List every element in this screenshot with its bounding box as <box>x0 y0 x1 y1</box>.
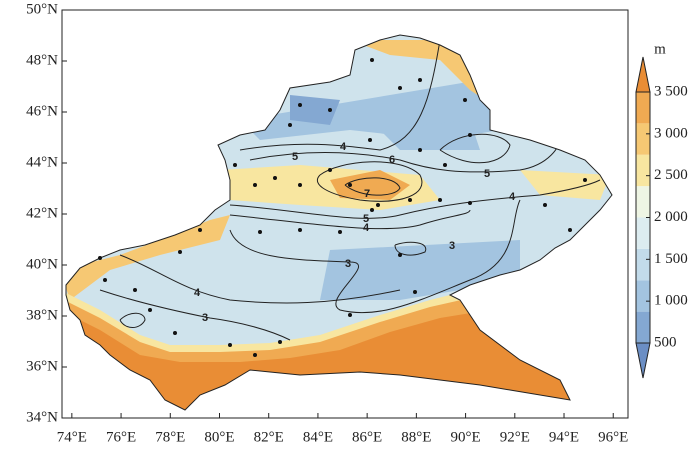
contour-label: 7 <box>364 188 370 200</box>
colorbar-segment <box>636 123 650 155</box>
contour-label: 5 <box>292 151 298 163</box>
colorbar-segment <box>636 311 650 343</box>
contour-label: 4 <box>194 287 201 299</box>
x-tick-label: 88°E <box>401 429 431 445</box>
x-tick-label: 96°E <box>598 429 628 445</box>
colorbar-unit: m <box>654 41 666 57</box>
y-tick-label: 44°N <box>26 154 58 170</box>
y-tick-label: 50°N <box>26 1 58 17</box>
colorbar-tick-label: 1 500 <box>654 251 688 267</box>
colorbar-segment <box>636 154 650 187</box>
colorbar-tick-label: 1 000 <box>654 293 688 309</box>
colorbar-segment <box>636 248 650 281</box>
contour-label: 5 <box>363 213 369 225</box>
x-tick-label: 94°E <box>549 429 579 445</box>
colorbar-extend-low <box>635 342 651 379</box>
contour-label: 4 <box>363 222 370 234</box>
stations <box>98 58 587 357</box>
x-tick-label: 86°E <box>352 429 382 445</box>
x-tick-label: 76°E <box>106 429 136 445</box>
contour-label: 3 <box>345 258 351 270</box>
colorbar-tick-label: 500 <box>654 334 677 350</box>
x-tick-label: 82°E <box>254 429 284 445</box>
x-tick-label: 78°E <box>155 429 185 445</box>
y-tick-label: 46°N <box>26 103 58 119</box>
contour-labels: 4 5 6 7 5 4 5 4 3 3 4 3 <box>194 141 516 324</box>
colorbar-tick-label: 2 000 <box>654 209 688 225</box>
contours <box>99 39 601 341</box>
contour-label: 3 <box>202 312 208 324</box>
x-tick-label: 90°E <box>450 429 480 445</box>
contour-label: 3 <box>449 240 455 252</box>
y-tick-label: 38°N <box>26 307 58 323</box>
colorbar-segment <box>636 186 650 218</box>
contour-label: 5 <box>484 168 490 180</box>
x-tick-label: 92°E <box>500 429 530 445</box>
y-tick-label: 40°N <box>26 256 58 272</box>
colorbar-segment <box>636 280 650 312</box>
colorbar-tick-label: 2 500 <box>654 167 688 183</box>
colorbar-segment <box>636 217 650 249</box>
y-tick-label: 34°N <box>26 409 58 425</box>
y-tick-label: 36°N <box>26 358 58 374</box>
x-tick-label: 74°E <box>57 429 87 445</box>
y-tick-label: 48°N <box>26 52 58 68</box>
elevation-field <box>66 35 612 410</box>
x-tick-label: 80°E <box>204 429 234 445</box>
contour-label: 4 <box>340 141 347 153</box>
y-tick-label: 42°N <box>26 205 58 221</box>
region-border <box>65 34 613 411</box>
contour-label: 4 <box>509 191 516 203</box>
colorbar-segment <box>636 92 650 124</box>
colorbar-tick-label: 3 000 <box>654 125 688 141</box>
contour-label: 6 <box>389 154 395 166</box>
colorbar-extend-high <box>635 56 651 93</box>
colorbar-tick-label: 3 500 <box>654 83 688 99</box>
x-tick-label: 84°E <box>303 429 333 445</box>
